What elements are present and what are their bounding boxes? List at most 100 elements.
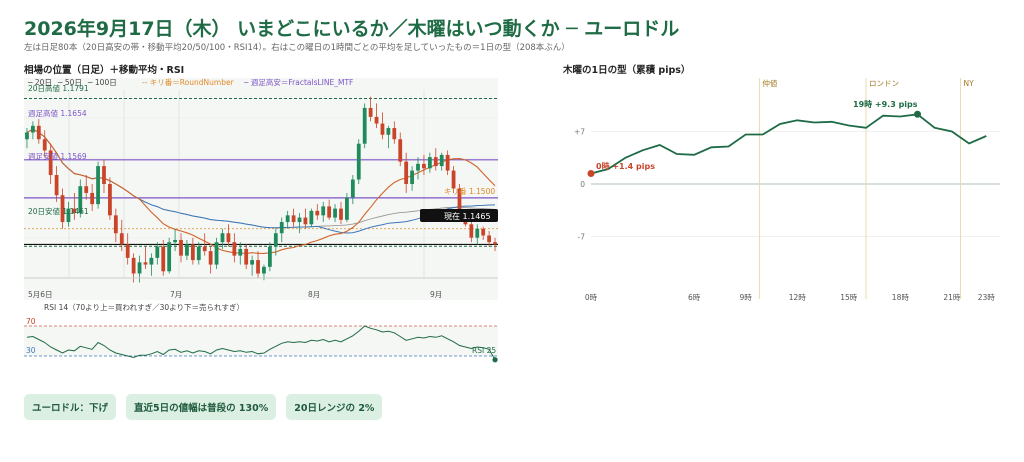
month-label-may: 5月6日 [28, 290, 53, 299]
start-annotation: 0時 +1.4 pips [596, 161, 655, 171]
candle-body [131, 257, 136, 274]
legend-ma100: ─ 100日 [87, 78, 117, 87]
candle-body [481, 228, 486, 236]
candle-body [297, 217, 302, 223]
candle-body [226, 233, 231, 243]
candle-body [404, 161, 409, 184]
current-price-label: 現在 1.1465 [444, 211, 491, 221]
pattern-x-tick: 0時 [585, 293, 598, 302]
rsi-last-point [492, 357, 498, 363]
session-label: NY [963, 79, 974, 88]
candle-body [25, 132, 29, 140]
pattern-y-tick: +7 [574, 128, 585, 137]
candle-body [493, 242, 497, 245]
candle-body [457, 188, 462, 216]
candle-body [285, 215, 290, 223]
candle-body [433, 157, 438, 167]
candle-body [327, 206, 332, 218]
candle-body [350, 179, 355, 198]
candle-body [155, 246, 160, 258]
candle-body [214, 242, 219, 265]
candle-body [427, 157, 432, 169]
candle-body [143, 262, 148, 265]
thursday-pattern-chart: 仲値 ロンドン NY +7 0 -7 0時 6時 9時 12時 15時 18時 21時 23時 0時 +… [574, 78, 1000, 302]
candle-body [202, 246, 207, 252]
candle-body [48, 150, 53, 176]
pattern-line [590, 113, 987, 175]
candle-body [262, 266, 266, 274]
candle-body [410, 170, 414, 184]
right-panel-title: 木曜の1日の型（累積 pips） [563, 65, 691, 76]
candle-body [84, 186, 89, 193]
pattern-y-tick: -7 [578, 233, 586, 242]
candle-body [439, 154, 444, 167]
candle-body [356, 143, 361, 180]
candle-body [333, 208, 337, 218]
candle-body [66, 208, 71, 223]
candle-body [250, 260, 255, 265]
candle-body [220, 233, 225, 243]
candle-body [208, 251, 213, 265]
legend-fractals: ─ 週足高安＝FractalsLINE_MTF [243, 78, 353, 87]
summary-badges: ユーロドル：下げ 直近5日の値幅は普段の 130% 20日レンジの 2% [24, 394, 383, 420]
pattern-peak-point [914, 110, 922, 118]
candle-body [445, 154, 450, 171]
candle-body [125, 244, 130, 258]
pattern-start-point [587, 170, 595, 177]
candle-body [321, 206, 326, 216]
candle-body [469, 224, 474, 238]
level-label-low20: 20日安値 1.1461 [28, 206, 89, 216]
pattern-x-tick: 12時 [789, 293, 807, 302]
pattern-y-tick: 0 [580, 180, 585, 189]
candle-body [54, 175, 59, 196]
candle-body [487, 235, 492, 243]
candle-body [279, 222, 284, 234]
candle-body [291, 215, 296, 223]
candle-body [386, 128, 391, 135]
candle-body [60, 195, 65, 223]
level-label-weekly-low: 週足安値 1.1569 [28, 151, 87, 161]
candle-body [244, 248, 249, 265]
pattern-x-tick: 21時 [943, 293, 961, 302]
candle-body [303, 217, 308, 225]
candle-body [451, 170, 456, 189]
candle-body [119, 233, 124, 245]
candle-body [256, 260, 260, 274]
candle-body [167, 242, 172, 272]
candle-body [179, 239, 183, 256]
pattern-x-tick: 6時 [688, 293, 701, 302]
candle-body [196, 246, 201, 261]
session-label: ロンドン [869, 79, 899, 88]
month-label-aug: 8月 [308, 290, 320, 299]
badge-volatility: 直近5日の値幅は普段の 130% [126, 394, 277, 420]
candle-body [232, 242, 237, 256]
candle-body [416, 163, 420, 171]
pattern-x-tick: 15時 [840, 293, 858, 302]
candle-body [149, 257, 154, 265]
month-label-jul: 7月 [170, 290, 182, 299]
candle-body [113, 215, 118, 234]
candle-body [42, 139, 47, 151]
level-label-weekly-high: 週足高値 1.1654 [28, 108, 87, 118]
badge-direction: ユーロドル：下げ [24, 394, 117, 420]
candle-body [173, 239, 177, 243]
candle-body [475, 228, 480, 238]
pattern-x-tick: 23時 [978, 293, 996, 302]
candle-body [78, 186, 83, 214]
page-subtitle: 左は日足80本（20日高安の帯・移動平均20/50/100・RSI14）。右はこ… [24, 43, 570, 53]
page-title: 2026年9月17日（木） いまどこにいるか／木曜はいつ動くか ─ ユーロドル [24, 18, 680, 40]
candle-body [392, 128, 397, 140]
candle-body [315, 210, 320, 216]
candle-body [102, 166, 106, 184]
candle-body [161, 246, 166, 272]
candle-body [36, 125, 41, 140]
level-label-high20: 20日高値 1.1791 [28, 83, 89, 93]
candle-body [309, 210, 314, 225]
badge-range-position: 20日レンジの 2% [286, 394, 383, 420]
candle-body [30, 125, 35, 133]
candle-body [238, 248, 243, 256]
legend-ma20: ─ 20日 [27, 78, 52, 87]
candle-body [190, 244, 195, 261]
legend-round-number: -- キリ番＝RoundNumber [142, 78, 235, 87]
current-price-tag [420, 209, 498, 222]
